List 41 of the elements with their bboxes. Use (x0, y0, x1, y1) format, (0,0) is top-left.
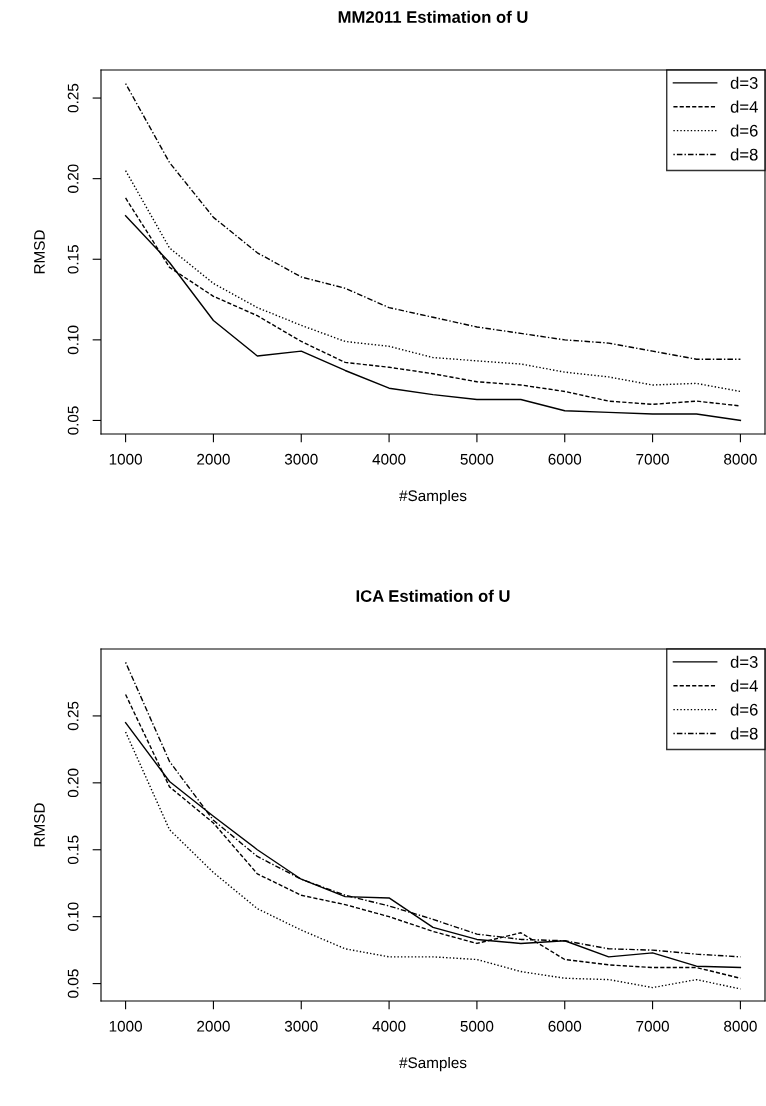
legend-label: d=3 (730, 655, 758, 668)
x-tick-label: 7000 (636, 453, 669, 465)
x-tick-label: 4000 (372, 1020, 406, 1032)
x-tick-label: 4000 (372, 453, 406, 465)
x-tick-label: 5000 (460, 453, 494, 465)
y-tick-label: 0.10 (67, 325, 79, 355)
x-tick-label: 7000 (636, 1020, 669, 1032)
chart-title: ICA Estimation of U (356, 589, 510, 602)
chart-title: MM2011 Estimation of U (338, 10, 528, 23)
y-tick-label: 0.15 (67, 835, 79, 865)
y-tick-label: 0.20 (67, 164, 79, 193)
x-tick-label: 1000 (109, 453, 142, 465)
x-tick-label: 8000 (724, 453, 757, 465)
y-tick-label: 0.25 (67, 83, 79, 113)
x-tick-label: 2000 (197, 453, 230, 465)
y-tick-label: 0.15 (67, 245, 79, 274)
legend-label: d=4 (730, 679, 758, 692)
x-tick-label: 5000 (460, 1020, 494, 1032)
legend-label: d=4 (730, 100, 758, 113)
x-tick-label: 1000 (109, 1020, 142, 1032)
y-tick-label: 0.25 (67, 701, 79, 731)
y-tick-label: 0.05 (67, 406, 79, 435)
legend-label: d=6 (730, 124, 758, 137)
x-tick-label: 6000 (548, 453, 582, 465)
y-axis-title: RMSD (34, 803, 45, 847)
x-tick-label: 8000 (724, 1020, 757, 1032)
x-axis-title: #Samples (399, 1056, 467, 1072)
y-tick-label: 0.10 (67, 902, 79, 931)
x-tick-label: 2000 (197, 1020, 230, 1032)
legend-label: d=6 (730, 703, 758, 716)
line-series (124, 169, 742, 393)
x-tick-label: 3000 (284, 1020, 318, 1032)
x-tick-label: 6000 (548, 1020, 582, 1032)
x-tick-label: 3000 (284, 453, 318, 465)
x-axis-title: #Samples (399, 489, 467, 505)
legend-label: d=8 (730, 148, 758, 161)
legend-label: d=3 (730, 76, 758, 89)
y-tick-label: 0.20 (67, 768, 79, 798)
y-tick-label: 0.05 (67, 969, 79, 998)
legend-label: d=8 (730, 727, 758, 740)
y-axis-title: RMSD (34, 230, 45, 274)
